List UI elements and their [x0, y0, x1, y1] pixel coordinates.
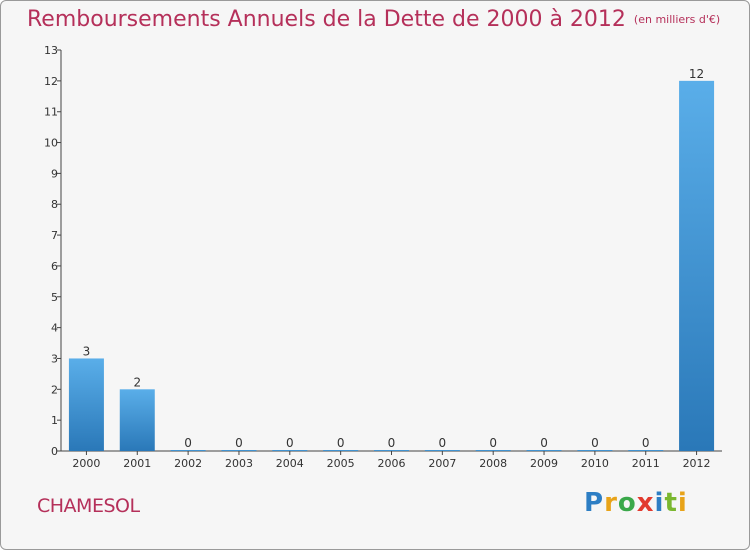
- bar-2011: [628, 450, 664, 451]
- bar-2009: [526, 450, 562, 451]
- y-tick-label: 12: [44, 75, 58, 88]
- x-tick-label: 2004: [276, 457, 304, 470]
- x-tick-label: 2011: [632, 457, 660, 470]
- bar-2005: [323, 450, 359, 451]
- bar-2003: [221, 450, 257, 451]
- bar-2008: [475, 450, 511, 451]
- logo-letter: i: [677, 488, 688, 518]
- data-label: 12: [689, 67, 704, 81]
- data-label: 0: [540, 436, 548, 450]
- y-tick-label: 9: [51, 167, 58, 180]
- x-tick-label: 2007: [428, 457, 456, 470]
- x-tick-label: 2008: [479, 457, 507, 470]
- chart-title-text: Remboursements Annuels de la Dette de 20…: [27, 7, 626, 32]
- logo-letter: P: [584, 488, 605, 518]
- y-tick-label: 6: [51, 260, 58, 273]
- bar-2012: [679, 80, 715, 451]
- logo-letter: t: [664, 488, 678, 518]
- logo-letter: o: [617, 488, 637, 518]
- bar-2000: [68, 358, 104, 451]
- x-tick-label: 2009: [530, 457, 558, 470]
- y-tick-label: 5: [51, 291, 58, 304]
- y-tick-label: 2: [51, 383, 58, 396]
- x-tick-label: 2010: [581, 457, 609, 470]
- data-label: 0: [337, 436, 345, 450]
- x-tick-label: 2002: [174, 457, 202, 470]
- logo-letter: i: [654, 488, 665, 518]
- commune-name: CHAMESOL: [37, 495, 140, 517]
- x-tick-label: 2005: [327, 457, 355, 470]
- bar-2004: [272, 450, 308, 451]
- bar-2010: [577, 450, 613, 451]
- bar-2001: [119, 389, 155, 451]
- data-label: 0: [489, 436, 497, 450]
- x-tick-label: 2000: [72, 457, 100, 470]
- data-label: 2: [133, 375, 141, 389]
- logo-letter: x: [636, 488, 655, 518]
- data-label: 0: [286, 436, 294, 450]
- x-tick-label: 2003: [225, 457, 253, 470]
- y-tick-label: 13: [44, 44, 58, 57]
- y-tick-label: 10: [44, 137, 58, 150]
- bar-2007: [424, 450, 460, 451]
- y-tick-label: 11: [44, 106, 58, 119]
- chart-title: Remboursements Annuels de la Dette de 20…: [27, 7, 720, 32]
- bar-2002: [170, 450, 206, 451]
- x-tick-label: 2006: [378, 457, 406, 470]
- data-label: 0: [642, 436, 650, 450]
- chart-unit-label: (en milliers d'€): [633, 13, 721, 26]
- x-tick-label: 2001: [123, 457, 151, 470]
- bar-2006: [374, 450, 409, 451]
- data-label: 3: [83, 344, 91, 358]
- data-label: 0: [591, 436, 599, 450]
- data-label: 0: [439, 436, 447, 450]
- y-tick-label: 3: [51, 352, 58, 365]
- y-tick-label: 7: [51, 229, 58, 242]
- data-label: 0: [388, 436, 396, 450]
- y-tick-label: 0: [51, 445, 58, 458]
- logo-letter: r: [604, 488, 618, 518]
- y-tick-label: 4: [51, 322, 58, 335]
- data-label: 0: [235, 436, 243, 450]
- x-tick-label: 2012: [683, 457, 711, 470]
- data-label: 0: [184, 436, 192, 450]
- y-tick-label: 8: [51, 198, 58, 211]
- y-tick-label: 1: [51, 414, 58, 427]
- proxiti-logo: Proxiti: [584, 488, 688, 518]
